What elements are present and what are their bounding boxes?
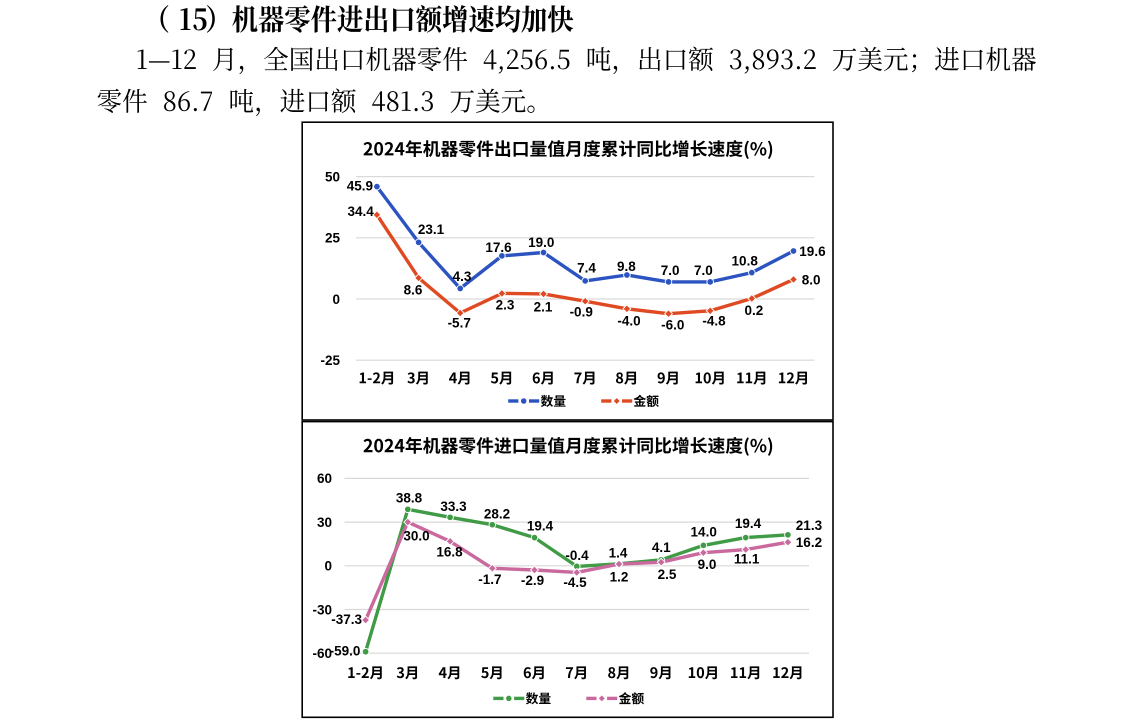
svg-text:-1.7: -1.7 xyxy=(478,572,501,587)
svg-text:14.0: 14.0 xyxy=(691,524,717,539)
svg-text:19.4: 19.4 xyxy=(527,519,554,534)
svg-text:1.4: 1.4 xyxy=(609,546,628,561)
svg-text:25: 25 xyxy=(325,231,341,246)
svg-text:-4.5: -4.5 xyxy=(563,575,587,590)
svg-text:10.8: 10.8 xyxy=(732,254,759,269)
svg-text:8.6: 8.6 xyxy=(404,283,423,298)
svg-text:17.6: 17.6 xyxy=(485,240,512,255)
svg-text:-5.7: -5.7 xyxy=(448,315,471,330)
svg-text:0: 0 xyxy=(324,559,332,574)
svg-text:4.1: 4.1 xyxy=(652,540,671,555)
svg-text:4.3: 4.3 xyxy=(453,269,472,284)
svg-text:9.8: 9.8 xyxy=(617,259,636,274)
svg-text:7.0: 7.0 xyxy=(661,263,680,278)
svg-text:60: 60 xyxy=(317,471,332,486)
svg-text:8.0: 8.0 xyxy=(802,273,821,288)
svg-text:-4.0: -4.0 xyxy=(617,314,640,329)
svg-text:-25: -25 xyxy=(320,353,340,368)
svg-text:21.3: 21.3 xyxy=(796,518,823,533)
svg-text:30.0: 30.0 xyxy=(403,528,429,543)
svg-text:19.6: 19.6 xyxy=(799,244,826,259)
svg-text:-2.9: -2.9 xyxy=(521,573,544,588)
svg-text:-30: -30 xyxy=(312,602,332,617)
svg-text:-0.4: -0.4 xyxy=(565,548,589,563)
svg-text:1.2: 1.2 xyxy=(610,569,629,584)
svg-text:-4.8: -4.8 xyxy=(702,314,726,329)
svg-text:2.5: 2.5 xyxy=(658,567,677,582)
svg-text:-0.9: -0.9 xyxy=(570,304,593,319)
svg-text:-59.0: -59.0 xyxy=(330,644,361,659)
svg-text:2.3: 2.3 xyxy=(496,298,515,313)
svg-text:-60: -60 xyxy=(312,646,332,661)
svg-text:30: 30 xyxy=(317,515,332,530)
svg-text:16.8: 16.8 xyxy=(436,545,463,560)
svg-text:28.2: 28.2 xyxy=(484,507,510,522)
svg-text:19.4: 19.4 xyxy=(735,516,762,531)
svg-text:19.0: 19.0 xyxy=(528,235,554,250)
svg-text:-6.0: -6.0 xyxy=(661,318,684,333)
svg-text:34.4: 34.4 xyxy=(348,204,375,219)
svg-text:7.0: 7.0 xyxy=(694,263,713,278)
svg-text:16.2: 16.2 xyxy=(796,535,822,550)
svg-text:50: 50 xyxy=(325,169,340,184)
svg-text:0.2: 0.2 xyxy=(745,303,764,318)
svg-text:7.4: 7.4 xyxy=(577,260,596,275)
svg-text:-37.3: -37.3 xyxy=(331,612,362,627)
svg-text:11.1: 11.1 xyxy=(734,551,760,566)
svg-text:0: 0 xyxy=(332,292,340,307)
svg-text:2.1: 2.1 xyxy=(534,299,553,314)
svg-text:45.9: 45.9 xyxy=(347,179,373,194)
svg-text:38.8: 38.8 xyxy=(396,491,423,506)
svg-text:33.3: 33.3 xyxy=(440,499,467,514)
svg-text:23.1: 23.1 xyxy=(418,222,445,237)
svg-text:9.0: 9.0 xyxy=(698,557,717,572)
